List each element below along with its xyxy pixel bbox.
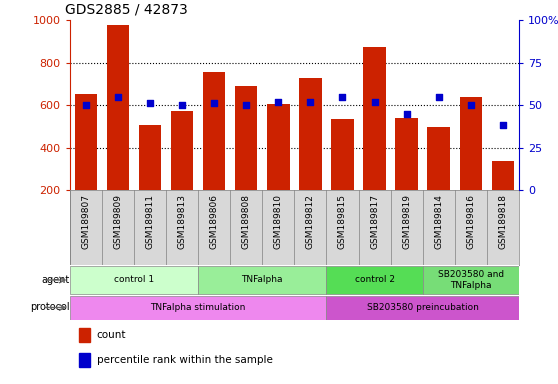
Text: SB203580 preincubation: SB203580 preincubation <box>367 303 479 312</box>
Text: TNFalpha: TNFalpha <box>242 275 283 285</box>
Text: GSM189808: GSM189808 <box>242 194 251 249</box>
Text: GSM189819: GSM189819 <box>402 194 411 249</box>
Text: SB203580 and
TNFalpha: SB203580 and TNFalpha <box>437 270 504 290</box>
Text: GSM189807: GSM189807 <box>81 194 90 249</box>
Bar <box>203 72 225 232</box>
Text: GSM189816: GSM189816 <box>466 194 475 249</box>
Text: GDS2885 / 42873: GDS2885 / 42873 <box>65 2 188 16</box>
Point <box>434 93 443 99</box>
Text: GSM189809: GSM189809 <box>113 194 122 249</box>
Text: GSM189817: GSM189817 <box>370 194 379 249</box>
Bar <box>75 94 97 232</box>
Text: GSM189818: GSM189818 <box>498 194 507 249</box>
Text: GSM189811: GSM189811 <box>146 194 155 249</box>
Bar <box>326 266 423 295</box>
Text: percentile rank within the sample: percentile rank within the sample <box>97 355 272 365</box>
Point <box>306 99 315 105</box>
Bar <box>460 96 482 232</box>
Point <box>113 93 122 99</box>
Bar <box>363 46 386 232</box>
Bar <box>79 328 90 342</box>
Bar <box>326 296 519 319</box>
Text: TNFalpha stimulation: TNFalpha stimulation <box>151 303 246 312</box>
Point <box>177 102 186 108</box>
Point <box>242 102 251 108</box>
Bar <box>70 296 326 319</box>
Point <box>210 100 219 106</box>
Bar <box>396 118 418 232</box>
Bar <box>267 104 290 232</box>
Point <box>338 93 347 99</box>
Text: agent: agent <box>41 275 69 285</box>
Bar <box>427 127 450 232</box>
Text: GSM189812: GSM189812 <box>306 194 315 248</box>
Bar <box>235 86 257 232</box>
Text: GSM189806: GSM189806 <box>210 194 219 249</box>
Point <box>81 102 90 108</box>
Bar <box>198 266 326 295</box>
Bar <box>79 353 90 367</box>
Bar <box>70 266 198 295</box>
Bar <box>171 111 193 232</box>
Text: count: count <box>97 330 126 340</box>
Text: GSM189810: GSM189810 <box>274 194 283 249</box>
Bar <box>299 78 321 232</box>
Point <box>402 111 411 117</box>
Point <box>466 102 475 108</box>
Bar <box>107 25 129 232</box>
Bar <box>331 119 354 232</box>
Bar <box>423 266 519 295</box>
Text: control 2: control 2 <box>354 275 395 285</box>
Bar <box>492 161 514 232</box>
Text: control 1: control 1 <box>114 275 154 285</box>
Text: GSM189815: GSM189815 <box>338 194 347 249</box>
Point <box>498 122 507 129</box>
Text: protocol: protocol <box>30 303 69 313</box>
Text: GSM189814: GSM189814 <box>434 194 443 248</box>
Point <box>274 99 283 105</box>
Point <box>370 99 379 105</box>
Text: GSM189813: GSM189813 <box>177 194 186 249</box>
Bar <box>139 125 161 232</box>
Point <box>146 100 155 106</box>
